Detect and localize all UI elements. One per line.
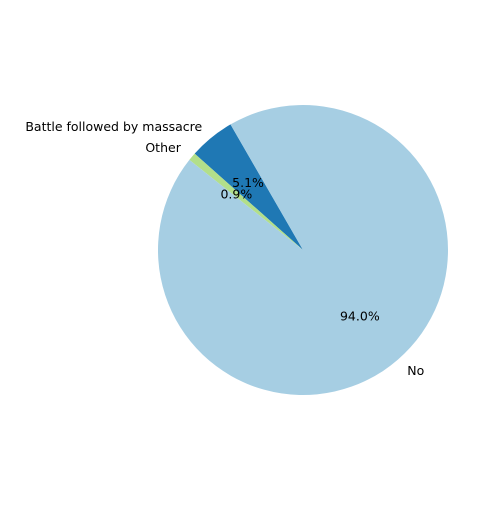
pie-slice-no [158, 105, 449, 395]
pie-labels: Battle followed by massacre 5.1% Other 0.9%… [25, 119, 424, 378]
pie-wedges [158, 105, 449, 395]
slice-percent-other: 0.9% [220, 187, 252, 202]
slice-percent-no: 94.0% [340, 308, 380, 323]
pie-slice-battle-followed-by-massacre [194, 124, 303, 250]
slice-label-battle-followed-by-massacre: Battle followed by massacre [25, 119, 202, 134]
slice-label-no: No [407, 363, 424, 378]
pie-slice-other [189, 153, 303, 250]
slice-label-other: Other [145, 140, 181, 155]
slice-percent-battle-followed-by-massacre: 5.1% [232, 175, 264, 190]
